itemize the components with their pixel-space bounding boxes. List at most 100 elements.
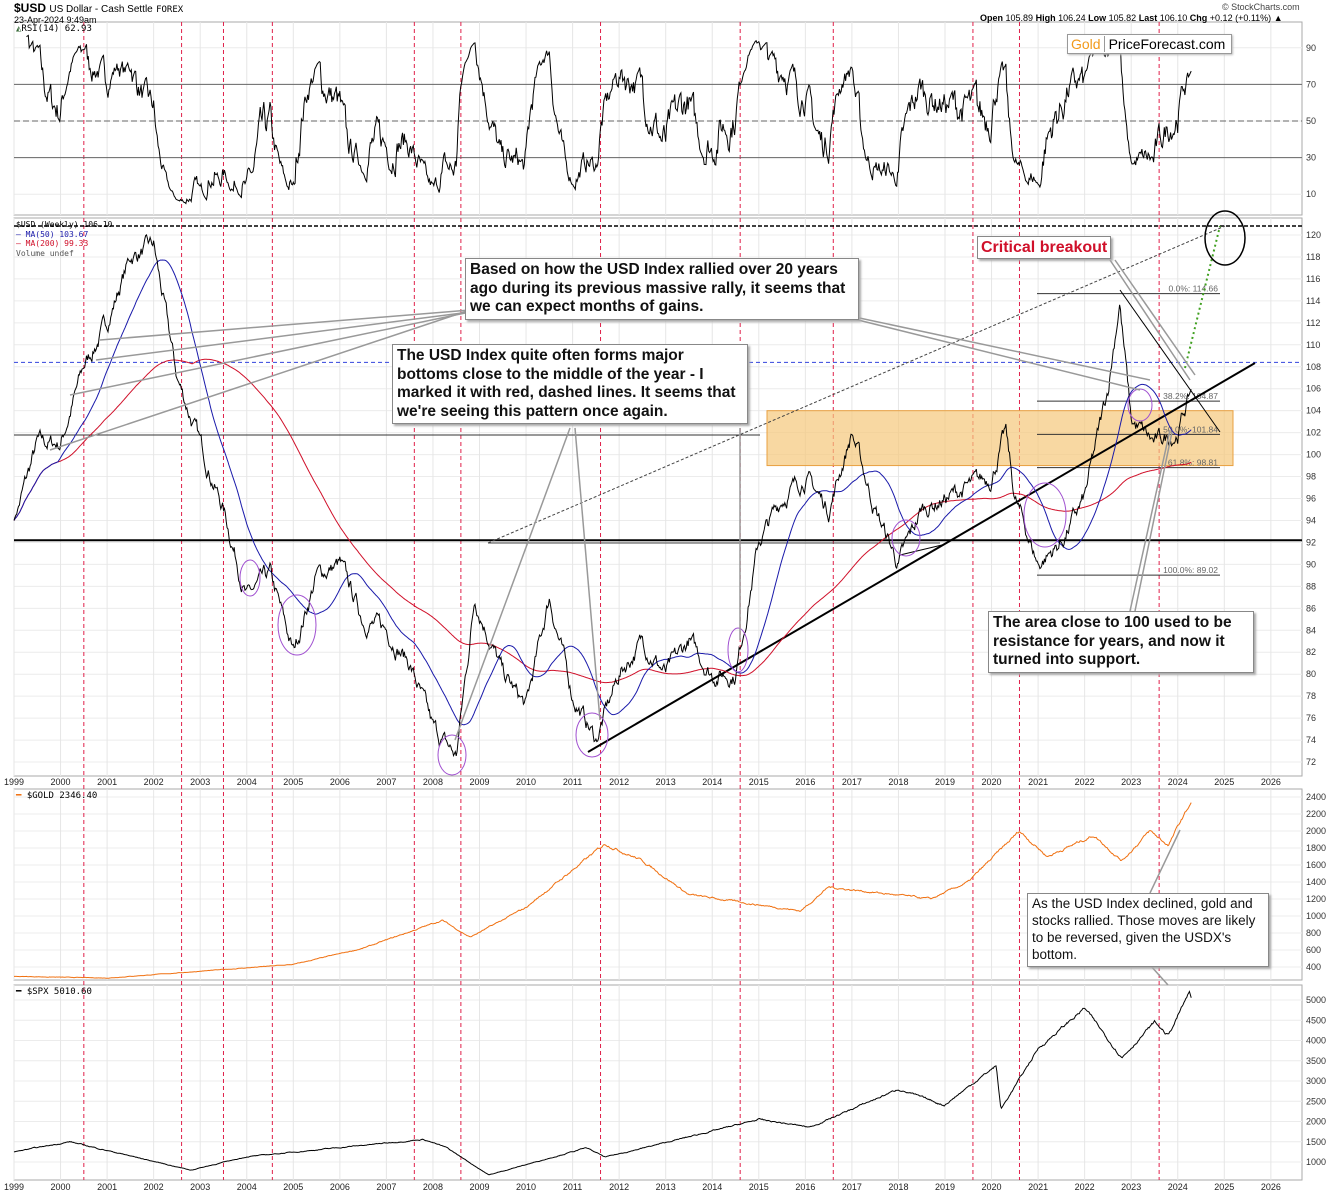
callout1-pointer	[49, 309, 471, 451]
open-value: 105.89	[1005, 13, 1034, 23]
x-tick-label-bottom: 2020	[982, 1182, 1002, 1192]
fib-label: 0.0%: 114.66	[1169, 284, 1219, 294]
y-tick-gold: 2000	[1306, 826, 1326, 836]
y-tick-usd: 94	[1306, 515, 1316, 525]
fib-label: 61.8%: 98.81	[1168, 458, 1218, 468]
rsi-legend: ◭RSI(14) 62.93	[16, 24, 92, 34]
bottom-ellipse	[891, 519, 921, 557]
low-value: 105.82	[1108, 13, 1137, 23]
critical-pointer	[1109, 259, 1191, 381]
bottom-ellipse	[239, 559, 261, 597]
bottom-ellipse	[1023, 482, 1067, 548]
callout1-pointer-right	[849, 315, 1151, 381]
target-circle	[1204, 210, 1246, 266]
x-tick-label-bottom: 2007	[376, 1182, 396, 1192]
y-tick-gold: 2200	[1306, 809, 1326, 819]
y-tick-gold: 2400	[1306, 792, 1326, 802]
declining-resistance-line	[1119, 289, 1221, 433]
last-label: Last	[1138, 13, 1158, 23]
x-tick-label-bottom: 2024	[1168, 1182, 1188, 1192]
x-tick-label-bottom: 2005	[283, 1182, 303, 1192]
callout-gold-stocks: As the USD Index declined, gold and stoc…	[1027, 893, 1269, 967]
x-tick-label: 2025	[1214, 777, 1234, 787]
x-tick-label-bottom: 2004	[237, 1182, 257, 1192]
fib-label: 50.0%: 101.84	[1163, 424, 1218, 434]
callout4-pointer	[1149, 829, 1181, 894]
critical-breakout-label: Critical breakout	[977, 236, 1112, 260]
x-tick-label: 2011	[563, 777, 582, 787]
x-tick-label: 2008	[423, 777, 443, 787]
x-tick-label: 2007	[376, 777, 396, 787]
fib-label: 38.2%: 104.87	[1163, 391, 1218, 401]
high-label: High	[1035, 13, 1056, 23]
spx-legend-text: $SPX 5010.60	[26, 987, 92, 997]
rsi-legend-text: RSI(14) 62.93	[21, 24, 92, 34]
callout-support-100: The area close to 100 used to be resista…	[988, 611, 1254, 673]
x-tick-label: 2006	[330, 777, 350, 787]
x-tick-label-bottom: 2016	[795, 1182, 815, 1192]
y-tick-spx: 2500	[1306, 1096, 1326, 1106]
legend-ma200: — MA(200) 99.33	[16, 239, 89, 248]
y-tick-spx: 1500	[1306, 1137, 1326, 1147]
x-tick-label: 2021	[1028, 777, 1048, 787]
x-tick-label-bottom: 2010	[516, 1182, 536, 1192]
y-tick-usd: 110	[1306, 340, 1320, 350]
callout3-pointer	[1129, 429, 1171, 612]
y-tick-usd: 78	[1306, 691, 1316, 701]
gold-price-line	[14, 802, 1192, 979]
x-tick-label: 2013	[656, 777, 676, 787]
y-tick-gold: 800	[1306, 928, 1321, 938]
y-tick-usd: 88	[1306, 581, 1316, 591]
x-tick-label-bottom: 2009	[469, 1182, 489, 1192]
legend-price: $USD (Weekly) 106.10	[16, 220, 113, 229]
x-tick-label: 2015	[749, 777, 769, 787]
ma200-line	[13, 358, 1192, 684]
x-tick-label-bottom: 2022	[1075, 1182, 1095, 1192]
x-tick-label: 2005	[283, 777, 303, 787]
chg-label: Chg	[1189, 13, 1208, 23]
x-tick-label-bottom: 2025	[1214, 1182, 1234, 1192]
y-tick-gold: 1400	[1306, 877, 1326, 887]
y-tick-gold: 1200	[1306, 894, 1326, 904]
y-tick-usd: 80	[1306, 669, 1316, 679]
x-tick-label-bottom: 2000	[51, 1182, 71, 1192]
support-zone	[766, 410, 1234, 467]
x-tick-label: 2024	[1168, 777, 1188, 787]
y-tick-usd: 74	[1306, 735, 1316, 745]
y-tick-rsi: 10	[1306, 189, 1316, 199]
y-tick-usd: 108	[1306, 362, 1321, 372]
bottom-ellipse	[575, 712, 609, 758]
x-tick-label-bottom: 2018	[888, 1182, 908, 1192]
rsi-icon: ◭	[16, 24, 22, 34]
x-tick-label: 2010	[516, 777, 536, 787]
y-tick-usd: 120	[1306, 230, 1321, 240]
dashed-trend-line	[487, 225, 1226, 544]
y-tick-usd: 76	[1306, 713, 1316, 723]
callout1-pointer-right	[849, 317, 1141, 391]
x-tick-label-bottom: 2002	[144, 1182, 164, 1192]
last-value: 106.10	[1159, 13, 1188, 23]
x-tick-label: 2004	[237, 777, 257, 787]
bottom-ellipse	[277, 594, 317, 656]
fib-label: 100.0%: 89.02	[1163, 565, 1218, 575]
y-tick-usd: 106	[1306, 384, 1321, 394]
gold-legend-text: $GOLD 2346.40	[26, 791, 98, 801]
datetime: 23-Apr-2024 9:49am	[14, 15, 97, 25]
y-tick-spx: 1000	[1306, 1157, 1326, 1167]
y-tick-usd: 100	[1306, 450, 1321, 460]
up-arrow-icon: ▲	[1273, 13, 1283, 23]
forecast-path	[1184, 225, 1221, 369]
critical-pointer	[1114, 259, 1196, 376]
rising-support-line	[587, 362, 1256, 753]
bottom-ellipse	[1127, 388, 1153, 422]
y-tick-rsi: 30	[1306, 153, 1316, 163]
x-tick-label: 2009	[469, 777, 489, 787]
x-tick-label: 2018	[888, 777, 908, 787]
credit: © StockCharts.com	[1222, 2, 1300, 12]
x-tick-label-bottom: 2003	[190, 1182, 210, 1192]
exchange: FOREX	[156, 5, 184, 15]
x-tick-label-bottom: 2006	[330, 1182, 350, 1192]
x-tick-label-bottom: 2012	[609, 1182, 629, 1192]
y-tick-usd: 104	[1306, 406, 1321, 416]
